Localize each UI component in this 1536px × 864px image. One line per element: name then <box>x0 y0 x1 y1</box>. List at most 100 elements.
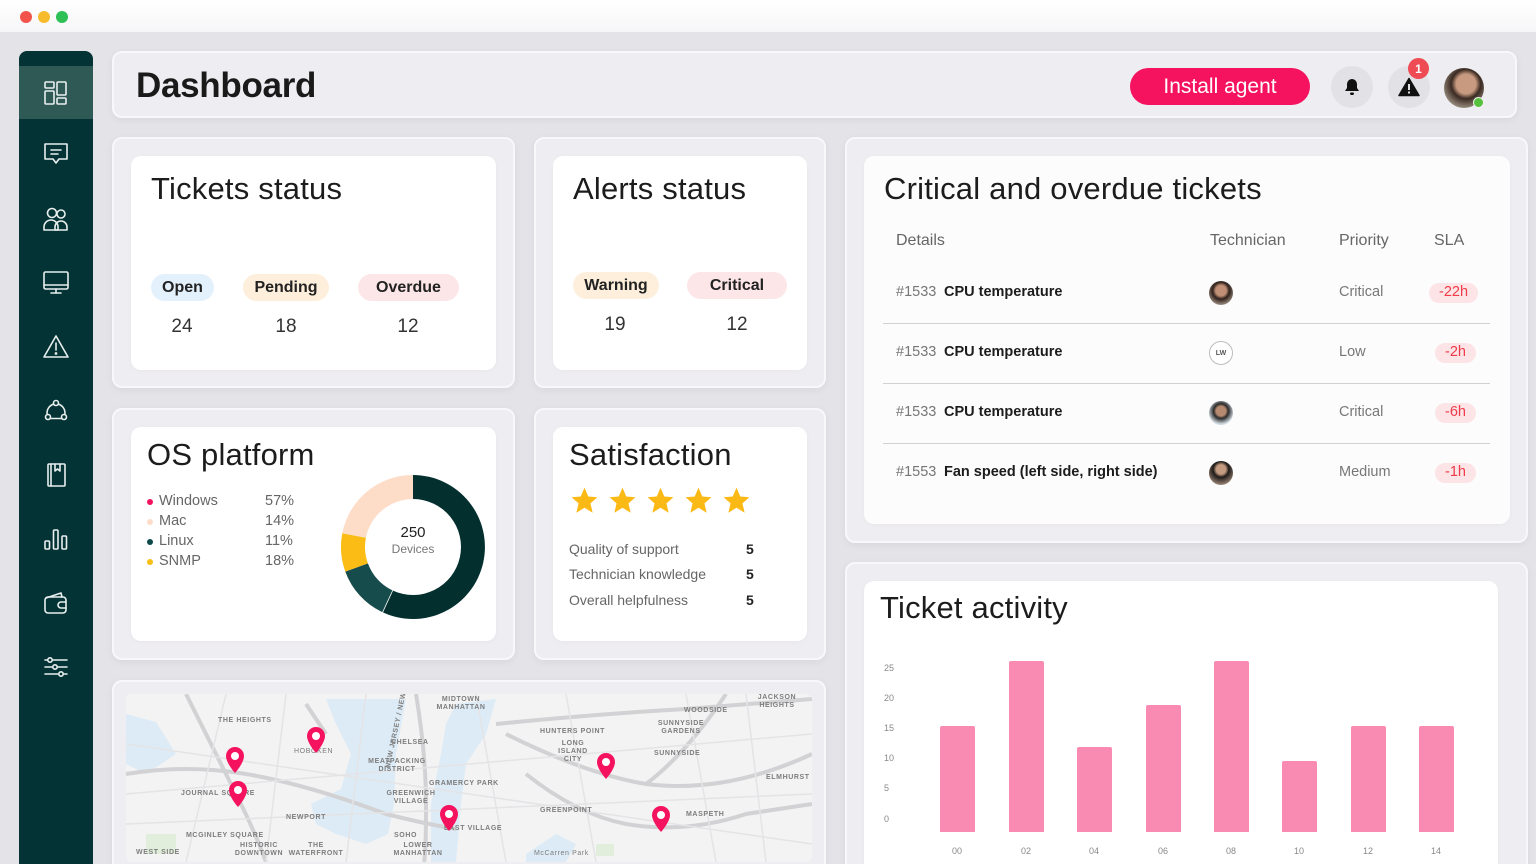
bar-chart-icon <box>44 529 68 550</box>
window-minimize-button[interactable] <box>38 11 50 23</box>
bar-08[interactable] <box>1214 661 1249 832</box>
ticket-row[interactable]: #1533 CPU temperature Critical -6h <box>883 384 1490 444</box>
y-tick: 0 <box>884 814 890 824</box>
map-pin-icon[interactable] <box>224 746 246 774</box>
map-label: GRAMERCY PARK <box>429 780 499 787</box>
ticket-row[interactable]: #1533 CPU temperature Critical -22h <box>883 264 1490 324</box>
sidebar <box>19 51 93 864</box>
sidebar-item-reports[interactable] <box>19 513 93 565</box>
satisfaction-label: Overall helpfulness <box>569 592 689 608</box>
critical-tickets-panel: Critical and overdue tickets Details Tec… <box>845 137 1528 543</box>
sidebar-item-users[interactable] <box>19 193 93 245</box>
satisfaction-row: Quality of support 5 <box>569 541 769 561</box>
map-label: LOWER MANHATTAN <box>393 842 443 857</box>
map-label: MCGINLEY SQUARE <box>186 832 264 839</box>
device-location-map[interactable]: THE HEIGHTS HOBOKEN JOURNAL SQUARE NEWPO… <box>126 694 812 862</box>
map-label: MEATPACKING DISTRICT <box>368 758 426 773</box>
warning-icon <box>1398 77 1420 97</box>
map-label: GREENWICH VILLAGE <box>386 790 436 805</box>
legend-dot <box>147 539 153 545</box>
pending-tickets-pill[interactable]: Pending <box>243 274 329 301</box>
sidebar-item-settings[interactable] <box>19 641 93 693</box>
legend-item-linux: Linux 11% <box>147 533 307 553</box>
map-pin-icon[interactable] <box>227 780 249 808</box>
map-pin-icon[interactable] <box>595 752 617 780</box>
os-platform-panel: OS platform Windows 57% Mac 14% Linux 11… <box>112 408 515 660</box>
sidebar-item-integrations[interactable] <box>19 385 93 437</box>
bar-14[interactable] <box>1419 726 1454 832</box>
map-label: LONG ISLAND CITY <box>558 740 588 763</box>
legend-item-windows: Windows 57% <box>147 493 307 513</box>
column-header-technician[interactable]: Technician <box>1210 232 1286 249</box>
map-pin-icon[interactable] <box>305 726 327 754</box>
dashboard-grid-icon <box>44 80 67 105</box>
top-header: Dashboard Install agent 1 <box>112 51 1517 118</box>
bar-02[interactable] <box>1009 661 1044 832</box>
sidebar-item-billing[interactable] <box>19 577 93 629</box>
y-tick: 10 <box>884 753 895 763</box>
satisfaction-value: 5 <box>746 592 754 608</box>
satisfaction-value: 5 <box>746 566 754 582</box>
window-maximize-button[interactable] <box>56 11 68 23</box>
ticket-row[interactable]: #1533 CPU temperature LW Low -2h <box>883 324 1490 384</box>
bar-04[interactable] <box>1077 747 1112 832</box>
ticket-name: CPU temperature <box>944 344 1063 360</box>
map-label: JACKSON HEIGHTS <box>757 694 797 709</box>
technician-avatar <box>1209 281 1233 305</box>
window-close-button[interactable] <box>20 11 32 23</box>
column-header-priority[interactable]: Priority <box>1339 232 1389 249</box>
satisfaction-label: Quality of support <box>569 541 679 557</box>
star-icon <box>647 487 674 513</box>
sidebar-item-dashboard[interactable] <box>19 66 93 119</box>
warning-alerts-pill[interactable]: Warning <box>573 272 659 299</box>
install-agent-button[interactable]: Install agent <box>1130 68 1310 105</box>
x-tick: 04 <box>1088 846 1099 856</box>
legend-label: Linux <box>159 533 194 549</box>
overdue-tickets-count: 12 <box>397 316 419 337</box>
bell-icon <box>1345 79 1359 95</box>
os-donut-chart <box>340 475 485 619</box>
bar-10[interactable] <box>1282 761 1317 832</box>
map-label: McCarren Park <box>534 850 589 857</box>
x-tick: 08 <box>1225 846 1236 856</box>
satisfaction-title: Satisfaction <box>569 437 732 472</box>
sidebar-item-devices[interactable] <box>19 257 93 309</box>
column-header-sla[interactable]: SLA <box>1434 232 1465 249</box>
ticket-id: #1533 <box>896 284 937 300</box>
bar-00[interactable] <box>940 726 975 832</box>
legend-label: Windows <box>159 493 218 509</box>
bar-12[interactable] <box>1351 726 1386 832</box>
open-tickets-pill[interactable]: Open <box>151 274 214 301</box>
critical-alerts-pill[interactable]: Critical <box>687 272 787 299</box>
pending-tickets-count: 18 <box>275 316 297 337</box>
legend-pct: 18% <box>265 553 295 569</box>
y-tick: 25 <box>884 663 895 673</box>
network-nodes-icon <box>44 399 68 421</box>
overdue-tickets-pill[interactable]: Overdue <box>358 274 459 301</box>
ticket-row[interactable]: #1553 Fan speed (left side, right side) … <box>883 444 1490 504</box>
map-label: SOHO <box>394 832 418 839</box>
map-pin-icon[interactable] <box>438 804 460 832</box>
ticket-activity-title: Ticket activity <box>880 590 1068 625</box>
sidebar-item-alerts[interactable] <box>19 321 93 373</box>
donut-segment-linux <box>345 563 393 613</box>
wallet-icon <box>44 592 67 614</box>
technician-avatar <box>1209 401 1233 425</box>
star-icon <box>571 487 598 513</box>
satisfaction-row: Overall helpfulness 5 <box>569 592 769 612</box>
bar-06[interactable] <box>1146 705 1181 832</box>
legend-pct: 57% <box>265 493 295 509</box>
sidebar-item-knowledge-base[interactable] <box>19 449 93 501</box>
os-platform-card: OS platform Windows 57% Mac 14% Linux 11… <box>131 427 496 641</box>
map-pin-icon[interactable] <box>650 805 672 833</box>
sidebar-item-tickets[interactable] <box>19 128 93 180</box>
column-header-details[interactable]: Details <box>896 232 945 249</box>
donut-total: 250 <box>400 524 426 541</box>
donut-segment-mac <box>342 475 413 538</box>
ticket-activity-card: Ticket activity 25 20 15 10 5 0 00 02 04… <box>864 581 1498 864</box>
notifications-button[interactable] <box>1331 66 1373 108</box>
ticket-priority: Critical <box>1339 284 1384 300</box>
satisfaction-card: Satisfaction Quality of support 5 Techni… <box>553 427 807 641</box>
ticket-priority: Low <box>1339 344 1366 360</box>
map-label: MASPETH <box>686 811 725 818</box>
